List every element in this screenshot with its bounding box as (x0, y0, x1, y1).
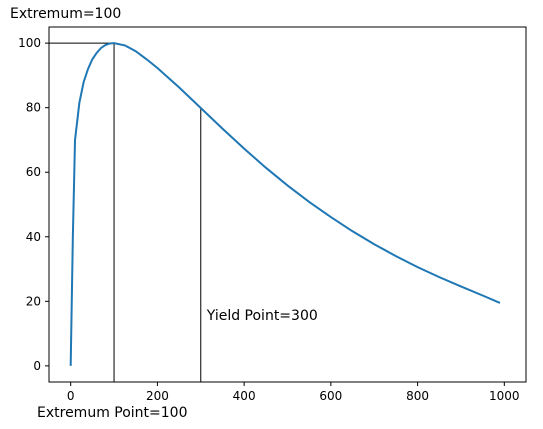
x-tick-label: 800 (406, 389, 429, 403)
x-tick-label: 0 (67, 389, 75, 403)
y-axis-ticks: 0 20 40 60 80 100 (18, 36, 49, 373)
x-tick-label: 1000 (489, 389, 520, 403)
x-axis-ticks: 0 200 400 600 800 1000 (67, 382, 520, 403)
y-tick-label: 20 (26, 294, 41, 308)
plot-area-frame (48, 26, 527, 383)
x-tick-label: 400 (233, 389, 256, 403)
y-tick-label: 100 (18, 36, 41, 50)
y-tick-label: 60 (26, 165, 41, 179)
extremum-point-label: Extremum Point=100 (37, 405, 188, 421)
y-tick-label: 40 (26, 230, 41, 244)
series-line (69, 42, 501, 366)
y-tick-label: 0 (33, 359, 41, 373)
x-tick-label: 600 (319, 389, 342, 403)
y-tick-label: 80 (26, 101, 41, 115)
x-tick-label: 200 (146, 389, 169, 403)
yield-point-label: Yield Point=300 (206, 308, 318, 324)
extremum-value-label: Extremum=100 (10, 6, 121, 22)
